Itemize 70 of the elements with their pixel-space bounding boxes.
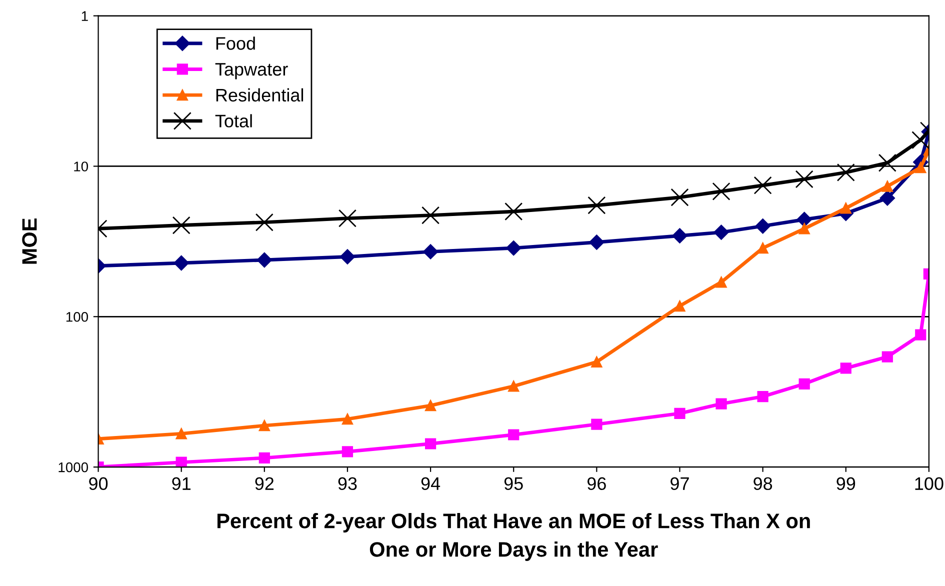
point [176, 428, 187, 440]
point [422, 206, 440, 224]
y-tick-label: 100 [66, 312, 88, 322]
point [714, 224, 729, 240]
point [882, 180, 893, 192]
x-tick-label: 92 [255, 477, 274, 490]
point [754, 176, 772, 194]
point [674, 408, 686, 419]
point [915, 162, 926, 174]
x-tick-label: 93 [338, 477, 357, 490]
point [716, 398, 727, 410]
x-tick-label: 95 [504, 477, 523, 490]
point [508, 429, 520, 440]
legend-label: Food [216, 36, 255, 50]
point [880, 190, 895, 206]
x-tick-label: 91 [172, 477, 191, 490]
point [755, 218, 770, 234]
point [506, 240, 522, 256]
point [176, 456, 187, 468]
legend-label: Tapwater [215, 63, 288, 80]
y-tick-label: 1 [82, 11, 88, 21]
legend-label: Residential [216, 88, 304, 102]
point [422, 244, 438, 260]
point [504, 202, 523, 221]
point [588, 196, 606, 214]
x-tick-label: 96 [587, 477, 606, 490]
point [591, 356, 602, 368]
point [798, 223, 810, 234]
x-tick-label: 98 [754, 477, 772, 490]
point [424, 400, 436, 412]
point [757, 242, 768, 254]
point [840, 202, 852, 214]
x-tick-label: 90 [89, 477, 108, 490]
point [716, 276, 727, 288]
point [882, 351, 893, 362]
point [258, 420, 270, 432]
point [256, 252, 272, 268]
point [591, 418, 602, 430]
point [424, 438, 436, 450]
point [674, 300, 686, 312]
point [757, 391, 768, 402]
point [840, 362, 852, 374]
point [712, 182, 730, 200]
point [340, 249, 356, 264]
point [795, 170, 814, 188]
point [670, 188, 689, 206]
point [589, 234, 604, 250]
x-tick-label: 97 [670, 477, 689, 490]
point [172, 216, 190, 234]
legend-label: Total [215, 114, 252, 128]
point [836, 163, 855, 182]
point [878, 154, 896, 172]
x-tick-label: 100 [915, 477, 944, 490]
point [342, 446, 354, 458]
y-tick-label: 10 [74, 162, 88, 172]
point [258, 452, 270, 464]
point [338, 209, 357, 228]
y-tick-label: 1000 [58, 462, 88, 472]
point [672, 228, 688, 244]
point [342, 414, 354, 425]
x-tick-label: 94 [421, 477, 440, 490]
x-axis-title: Percent of 2-year Olds That Have an MOE of Less Than X on One or More Days in the Year [217, 513, 810, 561]
point [796, 212, 812, 228]
point [174, 255, 189, 271]
x-tick-label: 99 [836, 477, 856, 490]
point [508, 380, 520, 392]
y-axis-title: MOE [22, 218, 37, 264]
point [255, 213, 274, 232]
point [915, 329, 926, 340]
point [798, 378, 810, 390]
